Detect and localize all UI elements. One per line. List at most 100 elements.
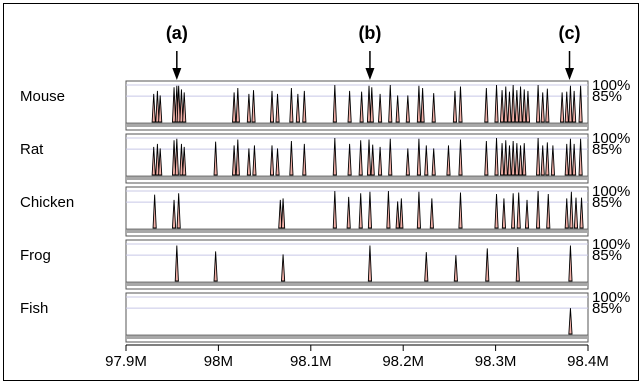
conservation-peak: [545, 142, 550, 176]
conservation-peak: [176, 85, 181, 123]
conservation-peak: [431, 93, 436, 123]
conservation-peak: [179, 89, 184, 123]
alignment-bar: [126, 282, 588, 286]
conservation-peak: [174, 138, 179, 176]
chart-frame: (a) (b) (c) Mouse 100% 85% Rat 100% 85% Chicken 10…: [3, 3, 639, 381]
conservation-peak: [501, 198, 506, 229]
conservation-peak: [176, 193, 181, 229]
conservation-peak: [155, 90, 160, 123]
conservation-peak: [550, 145, 555, 176]
conservation-peak: [516, 192, 521, 229]
conservation-peak: [346, 196, 351, 229]
conservation-peak: [560, 92, 565, 123]
conservation-peak: [171, 87, 177, 123]
x-tick-label: 98.2M: [382, 353, 424, 370]
conservation-peak: [511, 84, 516, 123]
y-tick-label: 85%: [592, 88, 622, 105]
conservation-peak: [405, 95, 410, 123]
y-tick-label: 100%: [592, 77, 630, 94]
conservation-peak: [540, 145, 545, 176]
conservation-peak: [503, 140, 508, 176]
species-label: Mouse: [20, 88, 65, 105]
conservation-peak: [171, 140, 177, 176]
conservation-peak: [367, 245, 373, 282]
conservation-peak: [536, 190, 541, 229]
alignment-bar: [126, 229, 588, 233]
conservation-peak: [289, 140, 294, 176]
conservation-peak: [484, 87, 489, 123]
conservation-peak: [540, 92, 545, 123]
conservation-plot: (a) (b) (c)Mouse100%85%Rat100%85%Chicken10…: [20, 23, 630, 370]
track-box: [125, 292, 589, 343]
conservation-peak: [366, 85, 372, 123]
conservation-peak: [152, 194, 157, 229]
conservation-peak: [416, 85, 421, 123]
conservation-peak: [515, 246, 520, 282]
conservation-peak: [235, 139, 240, 176]
species-label: Rat: [20, 141, 44, 158]
annotation-arrow-head: [365, 68, 375, 80]
conservation-peak: [511, 140, 516, 176]
x-tick-label: 98.1M: [290, 353, 332, 370]
conservation-peak: [370, 144, 375, 176]
conservation-peak: [536, 137, 541, 176]
conservation-peak: [388, 84, 393, 123]
conservation-peak: [514, 143, 519, 176]
conservation-peak: [246, 93, 251, 123]
track-frog: Frog 100%85%: [20, 236, 630, 290]
conservation-peak: [302, 90, 307, 123]
conservation-peak: [507, 91, 512, 123]
x-tick-label: 98.4M: [567, 353, 609, 370]
y-tick-label: 100%: [592, 130, 630, 147]
conservation-peak: [431, 148, 436, 176]
annotation-label: (a): [166, 23, 188, 43]
species-label: Frog: [20, 247, 51, 264]
conservation-peak: [446, 145, 451, 176]
y-tick-label: 85%: [592, 300, 622, 317]
conservation-peak: [525, 90, 531, 123]
conservation-peak: [347, 143, 352, 176]
conservation-peak: [151, 146, 156, 176]
conservation-peak: [569, 191, 574, 229]
conservation-peak: [458, 86, 463, 123]
species-label: Fish: [20, 300, 48, 317]
conservation-peak: [179, 143, 184, 176]
conservation-peak: [358, 140, 363, 176]
conservation-peak: [494, 137, 499, 176]
conservation-peak: [499, 143, 505, 176]
track-mouse: Mouse 100%85%: [20, 77, 630, 131]
conservation-peak: [518, 145, 523, 176]
annotation-arrow-head: [565, 68, 575, 80]
alignment-bar: [126, 176, 588, 180]
conservation-peak: [429, 198, 434, 229]
conservation-peak: [494, 193, 499, 229]
conservation-peak: [522, 89, 527, 123]
annotation-label: (c): [559, 23, 581, 43]
conservation-peak: [151, 93, 156, 123]
conservation-peak: [416, 191, 421, 229]
conservation-peak: [424, 145, 429, 176]
conservation-peak: [572, 90, 577, 123]
conservation-peak: [452, 90, 458, 123]
conservation-peak: [378, 146, 383, 176]
y-tick-label: 100%: [592, 183, 630, 200]
conservation-peak: [269, 145, 275, 176]
conservation-peak: [416, 138, 421, 176]
conservation-peak: [564, 143, 569, 176]
conservation-peak: [386, 190, 391, 229]
y-tick-label: 85%: [592, 194, 622, 211]
conservation-peak: [367, 191, 373, 229]
conservation-peak: [332, 190, 337, 229]
conservation-peak: [281, 198, 286, 229]
conservation-peak: [458, 192, 463, 229]
conservation-peak: [155, 143, 160, 176]
conservation-peak: [453, 255, 458, 282]
conservation-peak: [182, 92, 187, 123]
conservation-peak: [358, 193, 363, 229]
conservation-peak: [182, 146, 187, 176]
conservation-peak: [246, 148, 251, 176]
x-tick-label: 97.9M: [105, 353, 147, 370]
track-rat: Rat 100%85%: [20, 130, 630, 184]
conservation-peak: [399, 198, 404, 229]
conservation-peak: [545, 88, 550, 123]
